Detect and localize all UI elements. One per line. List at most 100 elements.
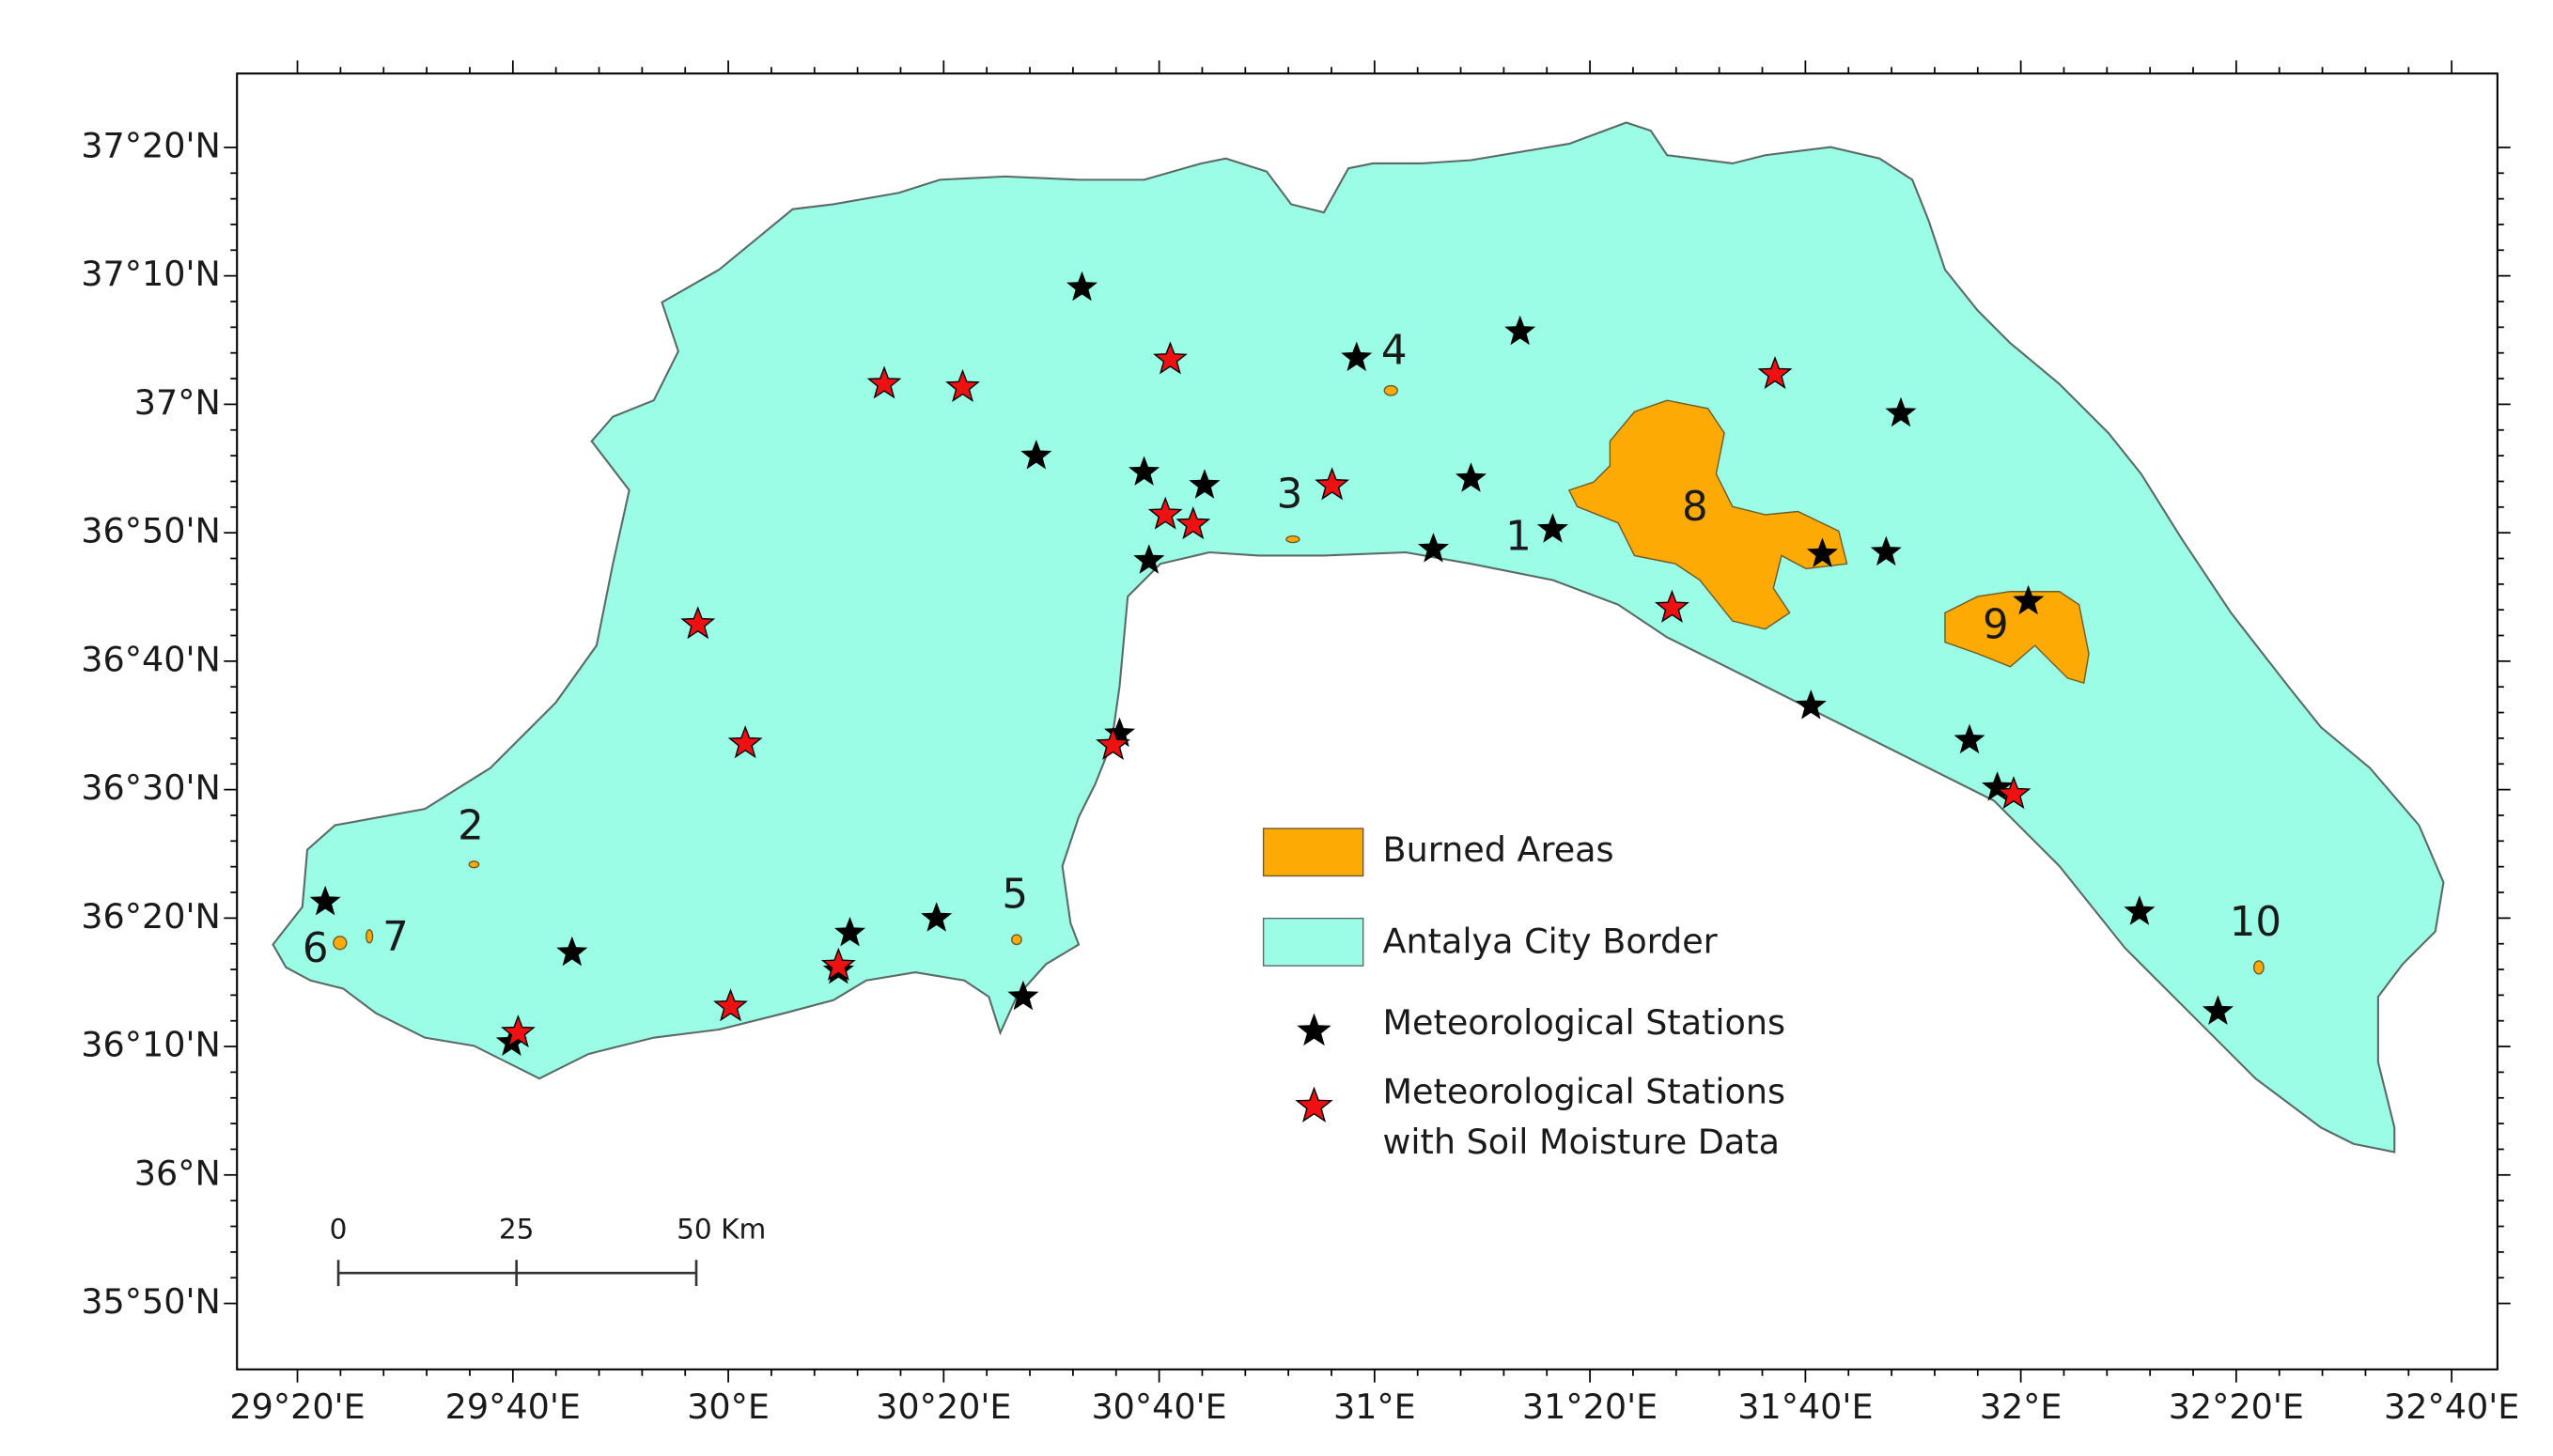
map-frame [236, 72, 2499, 1371]
y-tick-label: 37°N [134, 382, 221, 423]
y-tick-label: 37°10'N [81, 254, 221, 294]
station [2124, 895, 2156, 925]
x-tick-label: 31°20'E [1522, 1386, 1658, 1427]
area-label: 9 [1983, 602, 2009, 649]
station [1870, 535, 1902, 566]
y-tick-label: 35°50'N [81, 1281, 221, 1322]
soil-station [1315, 467, 1350, 501]
soil-station [945, 368, 980, 402]
station [1806, 537, 1838, 567]
x-tick-label: 29°20'E [229, 1386, 365, 1427]
station [1795, 689, 1827, 720]
station [1007, 980, 1039, 1011]
x-tick-label: 30°20'E [876, 1386, 1011, 1427]
area-label: 3 [1277, 471, 1303, 518]
scale-bar [336, 1260, 698, 1287]
y-tick-label: 36°30'N [81, 767, 221, 808]
station [1189, 469, 1221, 499]
legend-label: Meteorological Stations [1383, 1071, 1785, 1111]
area-label: 2 [458, 802, 484, 849]
area-label: 7 [382, 914, 409, 961]
soil-station [1147, 496, 1183, 530]
area-label: 10 [2230, 899, 2281, 946]
station [2013, 584, 2045, 615]
stations [309, 271, 2234, 1056]
soil-station [680, 606, 716, 640]
scale-label: 0 [330, 1213, 348, 1245]
station [1417, 533, 1450, 563]
soil-station [866, 365, 902, 399]
x-tick-label: 32°E [1980, 1386, 2063, 1427]
legend-label: Meteorological Stations [1383, 1002, 1785, 1043]
legend-label: Antalya City Border [1383, 921, 1719, 961]
soil-station [727, 725, 763, 759]
station [1066, 271, 1098, 302]
station [1103, 717, 1136, 748]
y-tick-label: 36°N [134, 1153, 221, 1193]
burned-area [1285, 534, 1300, 544]
soil-station [1096, 726, 1130, 760]
soil-station [820, 947, 856, 981]
ticks: 37°20'N 37°10'N 37°N 36°50'N 36°40'N 36°30'N 3… [81, 60, 2519, 1427]
station [921, 902, 953, 932]
station [309, 885, 341, 916]
soil-station [500, 1015, 536, 1048]
area-label: 8 [1682, 484, 1708, 531]
station [1954, 723, 1985, 754]
soil-station [1655, 589, 1689, 623]
soil-station [1757, 356, 1793, 390]
burned-area [2252, 960, 2265, 975]
burned-area [1567, 399, 1848, 630]
burned-area [365, 929, 374, 944]
station [1341, 341, 1373, 372]
x-tick-label: 31°E [1333, 1386, 1416, 1427]
area-label: 4 [1381, 327, 1408, 374]
area-label: 1 [1505, 514, 1532, 561]
station [1455, 462, 1487, 492]
station [1536, 513, 1568, 543]
y-tick-label: 36°20'N [81, 896, 221, 937]
legend-swatch [1262, 917, 1364, 967]
y-tick-label: 36°40'N [81, 639, 221, 679]
soil-station [1153, 341, 1188, 375]
scale-label: 50 Km [677, 1213, 766, 1245]
burned-area [1944, 591, 2090, 685]
station [1885, 396, 1917, 427]
station [1129, 456, 1160, 486]
legend-label: Burned Areas [1383, 829, 1614, 870]
burned-area [1011, 934, 1022, 946]
station [1133, 544, 1165, 574]
burned-area [333, 936, 348, 951]
area-label: 5 [1002, 872, 1028, 919]
x-tick-label: 29°40'E [445, 1386, 581, 1427]
station [1020, 439, 1052, 470]
legend-swatch [1262, 828, 1364, 877]
station [2202, 995, 2234, 1025]
x-tick-label: 32°20'E [2169, 1386, 2304, 1427]
soil-station [1996, 776, 2032, 810]
y-tick-label: 36°10'N [81, 1025, 221, 1065]
x-tick-label: 31°40'E [1737, 1386, 1873, 1427]
burned-area [468, 860, 480, 869]
y-tick-label: 37°20'N [81, 125, 221, 165]
burned-area [1383, 384, 1398, 396]
station [556, 936, 588, 967]
soil-station [713, 988, 748, 1022]
legend: Burned Areas Antalya City Border Meteoro… [1262, 828, 1785, 1162]
soil-station [1175, 506, 1211, 540]
legend-symbol [1295, 1086, 1333, 1123]
x-tick-label: 30°E [687, 1386, 770, 1427]
station [1504, 315, 1536, 346]
x-tick-label: 30°40'E [1091, 1386, 1226, 1427]
legend-label: with Soil Moisture Data [1383, 1122, 1780, 1162]
burned-areas [333, 384, 2265, 975]
x-tick-label: 32°40'E [2384, 1386, 2519, 1427]
area-label: 6 [303, 925, 329, 972]
station [833, 916, 866, 947]
legend-symbol [1297, 1013, 1331, 1046]
station [1982, 771, 2014, 801]
y-tick-label: 36°50'N [81, 511, 221, 551]
antalya-border [272, 121, 2445, 1154]
scale-label: 25 [499, 1213, 535, 1245]
